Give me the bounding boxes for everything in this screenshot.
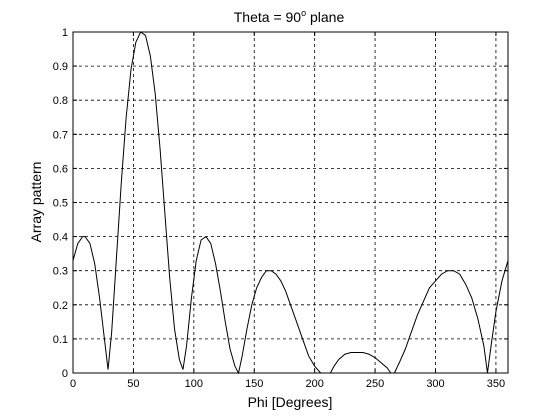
y-tick-label: 0	[62, 368, 68, 380]
x-tick-label: 100	[185, 378, 203, 390]
chart-title-suffix: plane	[306, 9, 344, 25]
y-axis-label: Array pattern	[28, 162, 44, 243]
y-tick-label: 0.9	[53, 61, 68, 73]
chart-title-superscript: o	[301, 8, 306, 18]
x-tick-label: 50	[127, 378, 139, 390]
y-tick-label: 0.8	[53, 95, 68, 107]
y-tick-label: 0.5	[53, 198, 68, 210]
tick-labels: 0 50 100 150 200 250 300 350 0 0.1 0.2 0.3 0.4 0.5 0.6…	[53, 27, 505, 390]
y-tick-label: 0.7	[53, 129, 68, 141]
plot-frame	[72, 31, 509, 374]
x-tick-label: 350	[487, 378, 505, 390]
x-axis-label: Phi [Degrees]	[248, 394, 333, 410]
x-tick-label: 200	[305, 378, 323, 390]
y-tick-label: 0.2	[53, 300, 68, 312]
y-tick-label: 1	[62, 27, 68, 39]
y-tick-label: 0.6	[53, 163, 68, 175]
x-tick-label: 0	[70, 378, 76, 390]
x-tick-label: 150	[245, 378, 263, 390]
y-tick-label: 0.3	[53, 266, 68, 278]
y-tick-label: 0.4	[53, 232, 68, 244]
series-group	[72, 31, 509, 375]
y-tick-label: 0.1	[53, 334, 68, 346]
chart-title-main: Theta = 90	[234, 9, 302, 25]
x-tick-label: 250	[366, 378, 384, 390]
x-tick-label: 300	[426, 378, 444, 390]
array-pattern-line	[72, 31, 509, 375]
chart-title: Theta = 90o plane	[234, 8, 345, 25]
